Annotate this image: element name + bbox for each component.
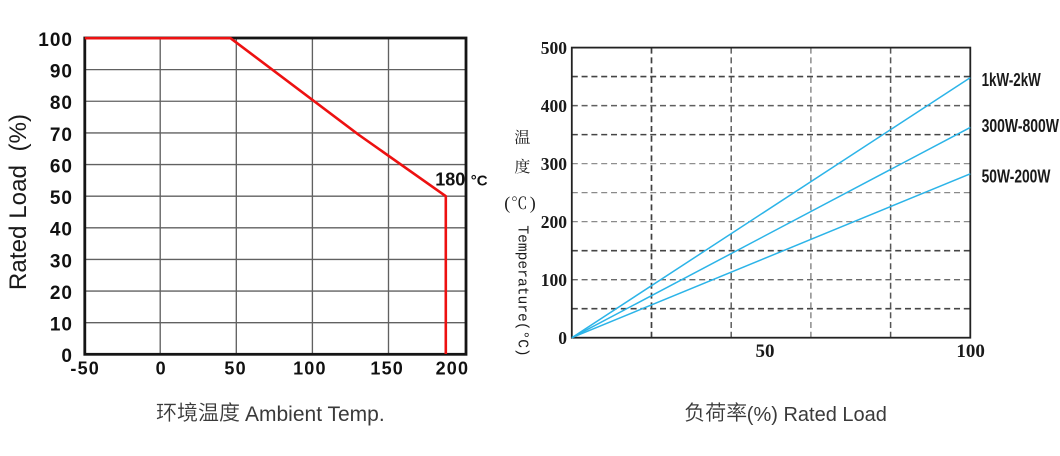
svg-text:100: 100 — [38, 30, 73, 51]
svg-text:0: 0 — [156, 359, 167, 379]
svg-text:Temperature(°C): Temperature(°C) — [513, 225, 529, 356]
svg-text:-50: -50 — [70, 359, 100, 379]
svg-text:500: 500 — [541, 38, 568, 58]
svg-text:200: 200 — [436, 359, 470, 379]
svg-text:20: 20 — [50, 283, 73, 304]
svg-text:70: 70 — [50, 125, 73, 146]
svg-text:150: 150 — [370, 359, 404, 379]
svg-text:400: 400 — [541, 96, 568, 116]
svg-text:60: 60 — [50, 156, 73, 177]
svg-text:°C: °C — [471, 172, 488, 189]
svg-text:(: ( — [504, 193, 510, 214]
svg-text:10: 10 — [50, 315, 73, 336]
svg-text:200: 200 — [541, 212, 568, 232]
svg-text:40: 40 — [50, 220, 73, 241]
svg-text:100: 100 — [541, 270, 568, 290]
svg-text:1kW-2kW: 1kW-2kW — [982, 70, 1041, 90]
svg-text:(%) Rated Load: (%) Rated Load — [747, 404, 887, 426]
svg-text:300: 300 — [541, 154, 568, 174]
svg-text:): ) — [530, 193, 536, 214]
svg-text:50: 50 — [756, 341, 775, 362]
svg-text:50: 50 — [50, 188, 73, 209]
svg-text:0: 0 — [61, 346, 73, 367]
svg-text:180: 180 — [435, 169, 465, 189]
svg-text:80: 80 — [50, 93, 73, 114]
svg-text:Ambient Temp.: Ambient Temp. — [245, 403, 385, 426]
svg-text:30: 30 — [50, 251, 73, 272]
svg-text:100: 100 — [956, 341, 985, 362]
svg-text:300W-800W: 300W-800W — [982, 116, 1059, 136]
svg-text:100: 100 — [293, 359, 327, 379]
svg-text:50W-200W: 50W-200W — [982, 167, 1051, 187]
svg-text:Rated Load (%): Rated Load (%) — [5, 114, 32, 290]
svg-text:0: 0 — [558, 328, 567, 348]
svg-text:90: 90 — [50, 62, 73, 83]
svg-text:50: 50 — [224, 359, 246, 379]
